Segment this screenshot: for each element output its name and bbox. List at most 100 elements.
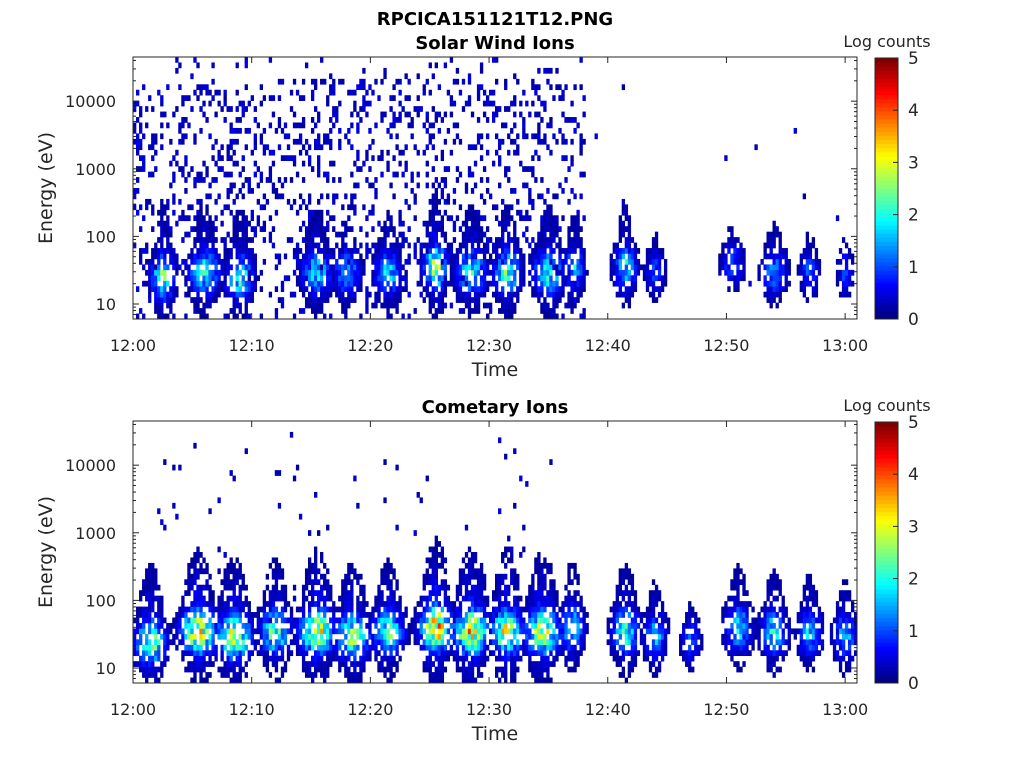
heatmap-cell xyxy=(549,286,553,293)
heatmap-cell xyxy=(549,661,553,667)
heatmap-cell xyxy=(513,579,517,586)
heatmap-cell xyxy=(389,650,393,657)
heatmap-cell xyxy=(187,644,191,651)
heatmap-cell xyxy=(142,644,146,651)
heatmap-cell xyxy=(323,291,327,298)
heatmap-cell xyxy=(525,606,529,613)
heatmap-cell xyxy=(516,595,520,602)
heatmap-cell xyxy=(464,275,469,282)
heatmap-cell xyxy=(386,166,390,172)
heatmap-cell xyxy=(464,242,469,249)
heatmap-cell xyxy=(479,67,484,74)
heatmap-cell xyxy=(564,177,568,183)
heatmap-cell xyxy=(323,622,327,629)
heatmap-cell xyxy=(271,650,276,657)
heatmap-cell xyxy=(404,639,408,646)
heatmap-cell xyxy=(513,100,517,107)
heatmap-cell xyxy=(280,584,285,591)
heatmap-cell xyxy=(488,193,493,200)
heatmap-cell xyxy=(534,562,538,569)
heatmap-cell xyxy=(298,226,303,232)
heatmap-cell xyxy=(241,639,245,646)
heatmap-cell xyxy=(431,650,435,657)
heatmap-cell xyxy=(431,557,435,564)
heatmap-cell xyxy=(455,280,460,287)
heatmap-cell xyxy=(516,78,520,85)
heatmap-cell xyxy=(736,280,740,287)
heatmap-cell xyxy=(142,590,146,596)
heatmap-cell xyxy=(329,280,333,287)
heatmap-cell xyxy=(473,248,478,254)
heatmap-cell xyxy=(286,628,291,635)
heatmap-cell xyxy=(175,264,179,271)
heatmap-cell xyxy=(154,612,158,618)
heatmap-cell xyxy=(235,639,239,646)
heatmap-cell xyxy=(250,95,254,101)
heatmap-cell xyxy=(356,606,360,613)
heatmap-cell xyxy=(377,628,381,635)
heatmap-cell xyxy=(802,193,807,200)
heatmap-cell xyxy=(196,650,200,657)
heatmap-cell xyxy=(157,248,161,254)
heatmap-cell xyxy=(422,573,426,580)
heatmap-cell xyxy=(543,67,547,74)
heatmap-cell xyxy=(199,209,203,216)
heatmap-cell xyxy=(476,650,481,657)
heatmap-cell xyxy=(380,302,384,309)
heatmap-cell xyxy=(238,253,242,260)
heatmap-cell xyxy=(374,622,378,629)
heatmap-cell xyxy=(350,193,354,200)
heatmap-cell xyxy=(525,601,529,607)
heatmap-cell xyxy=(359,655,363,662)
heatmap-cell xyxy=(443,601,448,607)
heatmap-cell xyxy=(838,269,843,276)
heatmap-cell xyxy=(730,242,734,249)
heatmap-cell xyxy=(295,275,300,282)
heatmap-cell xyxy=(374,644,378,651)
heatmap-cell xyxy=(295,171,300,178)
heatmap-cell xyxy=(196,220,200,227)
heatmap-cell xyxy=(546,655,550,662)
heatmap-cell xyxy=(434,644,438,651)
heatmap-cell xyxy=(522,182,526,189)
heatmap-cell xyxy=(781,253,785,260)
heatmap-cell xyxy=(479,280,484,287)
heatmap-cell xyxy=(775,280,779,287)
heatmap-cell xyxy=(139,155,143,162)
heatmap-cell xyxy=(365,655,369,662)
heatmap-cell xyxy=(347,595,351,602)
heatmap-cell xyxy=(359,242,363,249)
heatmap-cell xyxy=(431,313,435,320)
heatmap-cell xyxy=(178,127,182,134)
heatmap-cell xyxy=(802,286,807,293)
heatmap-cell xyxy=(301,117,306,123)
heatmap-cell xyxy=(440,644,445,651)
heatmap-cell xyxy=(507,655,511,662)
heatmap-cell xyxy=(332,650,336,657)
heatmap-cell xyxy=(136,133,140,140)
heatmap-cell xyxy=(516,144,520,151)
heatmap-cell xyxy=(567,606,571,613)
heatmap-cell xyxy=(470,248,475,254)
heatmap-cell xyxy=(148,258,152,265)
heatmap-cell xyxy=(301,639,306,646)
heatmap-cell xyxy=(504,78,508,85)
heatmap-cell xyxy=(802,248,807,254)
heatmap-cell xyxy=(298,248,303,254)
heatmap-cell xyxy=(540,612,544,618)
heatmap-cell xyxy=(259,286,264,293)
heatmap-cell xyxy=(190,601,194,607)
heatmap-cell xyxy=(247,601,251,607)
heatmap-cell xyxy=(320,302,324,309)
heatmap-cell xyxy=(268,639,273,646)
heatmap-cell xyxy=(537,639,541,646)
heatmap-cell xyxy=(389,677,393,684)
heatmap-cell xyxy=(326,661,330,667)
heatmap-cell xyxy=(504,677,508,684)
heatmap-cell xyxy=(196,84,200,91)
heatmap-cell xyxy=(546,590,550,596)
heatmap-cell xyxy=(618,258,622,265)
heatmap-cell xyxy=(235,209,239,216)
heatmap-cell xyxy=(304,639,309,646)
heatmap-cell xyxy=(413,198,417,205)
